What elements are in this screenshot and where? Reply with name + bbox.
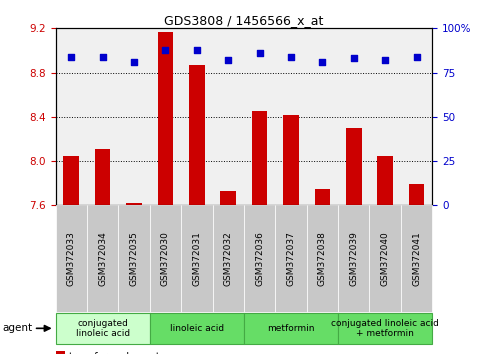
Text: GSM372036: GSM372036	[255, 231, 264, 286]
Text: GSM372035: GSM372035	[129, 231, 139, 286]
Bar	[346, 128, 362, 205]
Point	[287, 54, 295, 59]
Text: GSM372033: GSM372033	[67, 231, 76, 286]
Text: metformin: metformin	[267, 324, 315, 333]
Bar	[252, 111, 268, 205]
Bar	[307, 205, 338, 312]
Bar	[150, 205, 181, 312]
Text: conjugated
linoleic acid: conjugated linoleic acid	[75, 319, 130, 338]
Bar	[401, 205, 432, 312]
Bar	[369, 205, 401, 312]
Bar	[63, 155, 79, 205]
Bar	[189, 65, 205, 205]
Text: GSM372040: GSM372040	[381, 231, 390, 286]
Text: GSM372031: GSM372031	[192, 231, 201, 286]
Bar	[275, 205, 307, 312]
Text: conjugated linoleic acid
+ metformin: conjugated linoleic acid + metformin	[331, 319, 439, 338]
Text: linoleic acid: linoleic acid	[170, 324, 224, 333]
Bar	[56, 351, 65, 354]
Point	[350, 56, 357, 61]
Bar	[181, 205, 213, 312]
Bar	[95, 149, 111, 205]
Text: GSM372039: GSM372039	[349, 231, 358, 286]
Bar	[56, 205, 87, 312]
Point	[130, 59, 138, 65]
Bar	[244, 205, 275, 312]
Bar	[283, 115, 299, 205]
Bar	[157, 32, 173, 205]
Point	[412, 54, 420, 59]
Bar	[244, 313, 338, 344]
Point	[193, 47, 201, 52]
Point	[382, 57, 389, 63]
Bar	[56, 313, 150, 344]
Point	[68, 54, 75, 59]
Bar	[338, 205, 369, 312]
Bar	[126, 203, 142, 205]
Title: GDS3808 / 1456566_x_at: GDS3808 / 1456566_x_at	[164, 14, 324, 27]
Text: GSM372041: GSM372041	[412, 231, 421, 286]
Bar	[87, 205, 118, 312]
Text: GSM372034: GSM372034	[98, 231, 107, 286]
Bar	[220, 191, 236, 205]
Text: GSM372032: GSM372032	[224, 231, 233, 286]
Point	[224, 57, 232, 63]
Point	[256, 50, 264, 56]
Text: transformed count: transformed count	[69, 352, 159, 354]
Bar	[118, 205, 150, 312]
Point	[99, 54, 107, 59]
Bar	[150, 313, 244, 344]
Text: agent: agent	[2, 323, 32, 333]
Bar	[377, 155, 393, 205]
Point	[161, 47, 170, 52]
Bar	[213, 205, 244, 312]
Bar	[409, 184, 425, 205]
Text: GSM372037: GSM372037	[286, 231, 296, 286]
Bar	[338, 313, 432, 344]
Bar	[314, 189, 330, 205]
Point	[319, 59, 327, 65]
Text: GSM372030: GSM372030	[161, 231, 170, 286]
Text: GSM372038: GSM372038	[318, 231, 327, 286]
